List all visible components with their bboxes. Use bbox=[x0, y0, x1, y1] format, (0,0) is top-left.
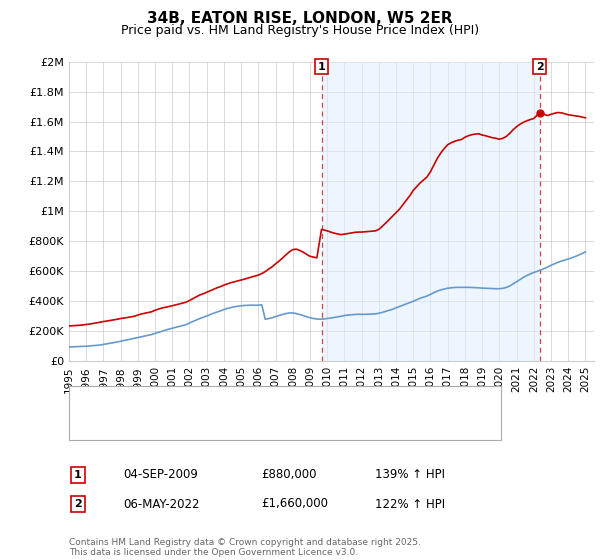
Text: £880,000: £880,000 bbox=[261, 468, 317, 482]
Text: £1,660,000: £1,660,000 bbox=[261, 497, 328, 511]
Text: 34B, EATON RISE, LONDON, W5 2ER: 34B, EATON RISE, LONDON, W5 2ER bbox=[147, 11, 453, 26]
Text: 2: 2 bbox=[74, 499, 82, 509]
Text: 139% ↑ HPI: 139% ↑ HPI bbox=[375, 468, 445, 482]
Text: 1: 1 bbox=[74, 470, 82, 480]
Bar bbox=[322, 62, 540, 361]
Text: 2: 2 bbox=[536, 62, 544, 72]
Text: 1: 1 bbox=[317, 62, 325, 72]
Text: 122% ↑ HPI: 122% ↑ HPI bbox=[375, 497, 445, 511]
Text: 04-SEP-2009: 04-SEP-2009 bbox=[123, 468, 198, 482]
Text: Price paid vs. HM Land Registry's House Price Index (HPI): Price paid vs. HM Land Registry's House … bbox=[121, 24, 479, 36]
Text: 34B, EATON RISE, LONDON, W5 2ER (semi-detached house): 34B, EATON RISE, LONDON, W5 2ER (semi-de… bbox=[114, 396, 441, 407]
Text: HPI: Average price, semi-detached house, Ealing: HPI: Average price, semi-detached house,… bbox=[114, 419, 380, 430]
Text: Contains HM Land Registry data © Crown copyright and database right 2025.
This d: Contains HM Land Registry data © Crown c… bbox=[69, 538, 421, 557]
Text: 06-MAY-2022: 06-MAY-2022 bbox=[123, 497, 199, 511]
